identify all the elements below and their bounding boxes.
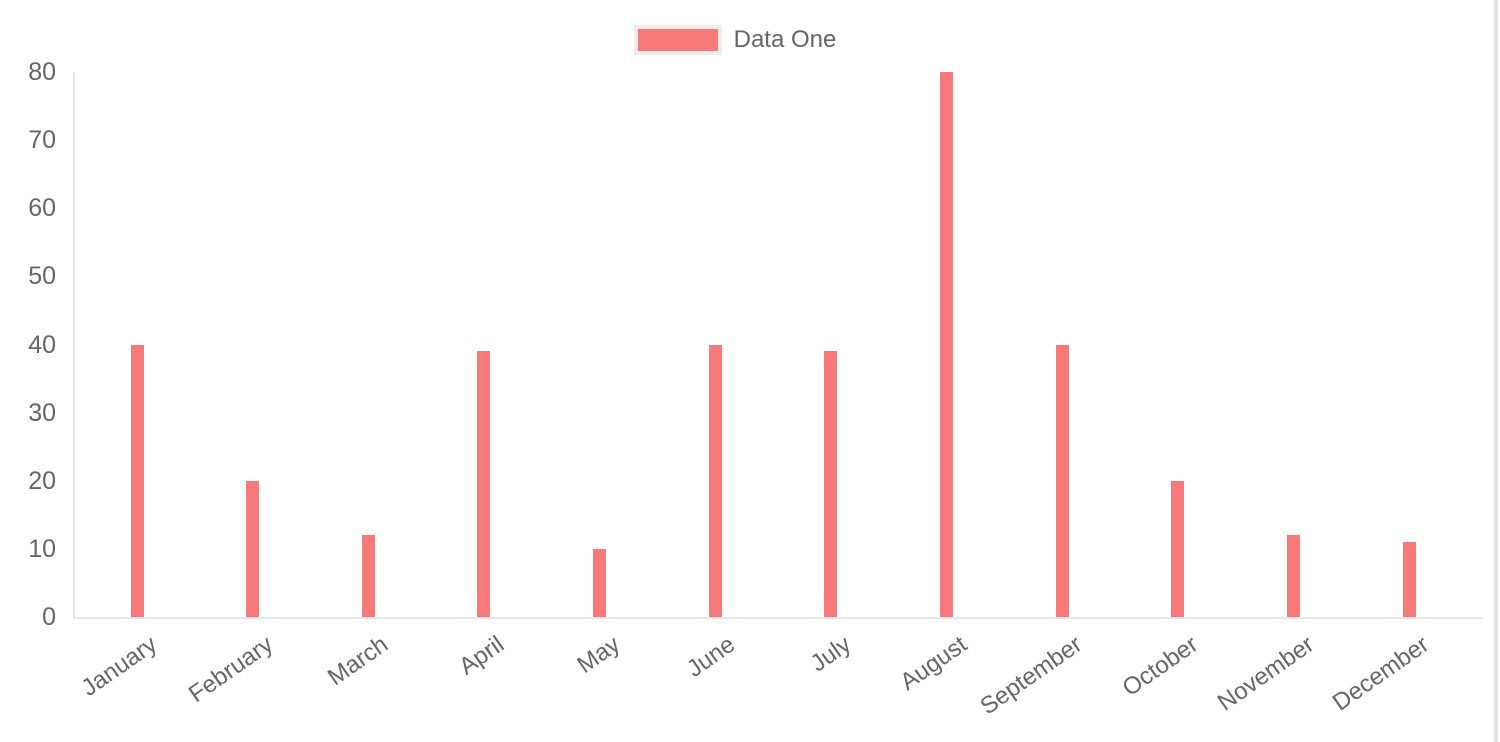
y-tick-label-30: 30: [28, 398, 56, 427]
bar-october[interactable]: [1171, 480, 1185, 617]
bar-may[interactable]: [593, 548, 607, 617]
bar-april[interactable]: [477, 351, 491, 617]
y-tick-label-70: 70: [28, 126, 56, 155]
bar-february[interactable]: [246, 480, 260, 617]
scrollbar-track[interactable]: [1494, 0, 1498, 742]
legend-item-data-one[interactable]: Data One: [633, 25, 837, 55]
bar-march[interactable]: [361, 535, 375, 617]
bar-january[interactable]: [130, 344, 144, 617]
y-tick-label-50: 50: [28, 262, 56, 291]
bar-november[interactable]: [1287, 535, 1300, 617]
bar-june[interactable]: [708, 344, 722, 617]
legend-label: Data One: [733, 26, 837, 53]
y-axis-line: [73, 72, 75, 619]
legend-swatch[interactable]: [633, 25, 722, 55]
bar-july[interactable]: [824, 351, 838, 617]
y-tick-label-10: 10: [28, 534, 56, 563]
y-tick-label-40: 40: [28, 330, 56, 359]
y-tick-label-0: 0: [42, 603, 56, 631]
bar-august[interactable]: [940, 72, 954, 617]
bar-december[interactable]: [1402, 542, 1416, 617]
y-tick-label-60: 60: [28, 194, 56, 223]
y-tick-label-20: 20: [28, 466, 56, 495]
chart-legend: Data One: [0, 25, 1500, 55]
y-tick-label-80: 80: [28, 58, 56, 86]
x-axis-line: [73, 617, 1482, 619]
bar-september[interactable]: [1055, 344, 1069, 617]
